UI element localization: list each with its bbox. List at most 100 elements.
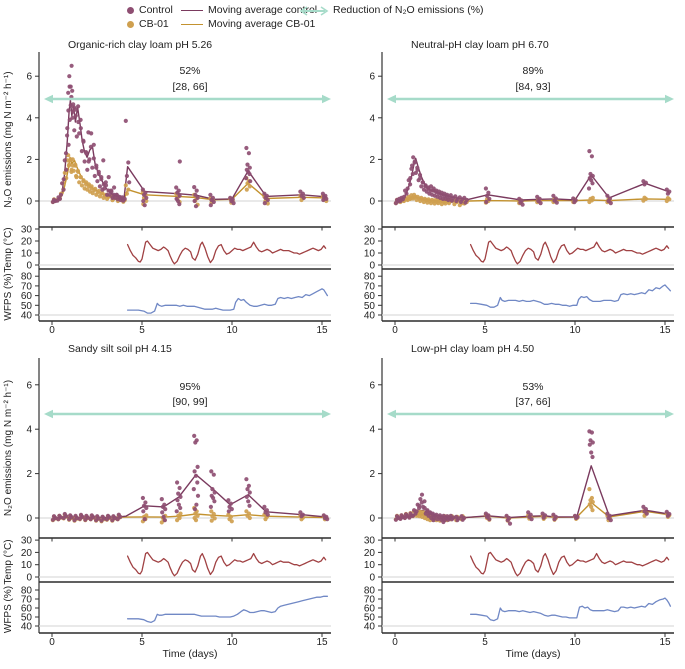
reduction-arrow bbox=[44, 94, 331, 104]
wfps-tick-label: 80 bbox=[21, 586, 33, 597]
temp-tick-label: 10 bbox=[21, 249, 33, 260]
temp-tick-label: 0 bbox=[26, 573, 32, 584]
x-tick-label: 0 bbox=[392, 637, 398, 648]
reduction-percent: 53% bbox=[522, 381, 543, 393]
wfps-tick-label: 50 bbox=[364, 613, 376, 624]
x-tick-label: 10 bbox=[569, 637, 581, 648]
wfps-tick-label: 80 bbox=[364, 586, 376, 597]
reduction-percent: 89% bbox=[522, 65, 543, 77]
x-tick-label: 5 bbox=[139, 325, 145, 336]
wfps-tick-label: 40 bbox=[364, 311, 376, 322]
n2o-tick-label: 4 bbox=[369, 113, 375, 124]
n2o-tick-label: 0 bbox=[369, 197, 375, 208]
n2o-tick-label: 0 bbox=[369, 514, 375, 525]
reduction-arrow bbox=[387, 94, 674, 104]
wfps-tick-label: 60 bbox=[364, 291, 376, 302]
n2o-axis-title: N₂O emissions (mg N m⁻² h⁻¹) bbox=[3, 380, 14, 516]
temp-tick-label: 20 bbox=[21, 237, 33, 248]
x-tick-label: 15 bbox=[659, 637, 671, 648]
reduction-percent: 52% bbox=[179, 65, 200, 77]
control-dot-icon bbox=[127, 7, 134, 14]
n2o-tick-label: 4 bbox=[26, 113, 32, 124]
x-axis-title: Time (days) bbox=[505, 648, 560, 660]
temp-tick-label: 30 bbox=[21, 225, 33, 236]
temp-line bbox=[469, 551, 670, 577]
ma-cb01-line-icon bbox=[181, 24, 203, 25]
wfps-line bbox=[126, 595, 329, 624]
temp-tick-label: 0 bbox=[369, 261, 375, 272]
control-points bbox=[393, 429, 672, 526]
panel-neutral-ph-clay-loam: Neutral-pH clay loam pH 6.70 89% [84, 93] 0… bbox=[364, 39, 674, 336]
wfps-tick-label: 70 bbox=[364, 281, 376, 292]
wfps-tick-label: 60 bbox=[21, 291, 33, 302]
reduction-ci: [90, 99] bbox=[172, 396, 207, 408]
panel-title: Neutral-pH clay loam pH 6.70 bbox=[411, 39, 549, 51]
reduction-ci: [37, 66] bbox=[515, 396, 550, 408]
reduction-arrow bbox=[44, 409, 331, 419]
wfps-tick-label: 70 bbox=[21, 281, 33, 292]
wfps-tick-label: 50 bbox=[21, 613, 33, 624]
reduction-ci: [28, 66] bbox=[172, 81, 207, 93]
n2o-tick-label: 6 bbox=[369, 380, 375, 391]
ma-control-line bbox=[396, 465, 670, 519]
legend-label-ma-control: Moving average control bbox=[208, 4, 318, 16]
ma-control-line bbox=[53, 99, 327, 202]
ma-control-line-icon bbox=[181, 10, 203, 11]
reduction-arrow-icon bbox=[299, 6, 329, 16]
wfps-tick-label: 80 bbox=[21, 272, 33, 283]
temp-tick-label: 20 bbox=[364, 548, 376, 559]
temp-axis-title: Temp (°C) bbox=[3, 539, 14, 584]
cb01-dot-icon bbox=[127, 21, 134, 28]
wfps-tick-label: 40 bbox=[21, 311, 33, 322]
temp-tick-label: 30 bbox=[21, 536, 33, 547]
x-tick-label: 10 bbox=[226, 325, 238, 336]
panel-title: Low-pH clay loam pH 4.50 bbox=[411, 343, 534, 355]
reduction-percent: 95% bbox=[179, 381, 200, 393]
control-points bbox=[50, 433, 330, 523]
temp-tick-label: 0 bbox=[26, 261, 32, 272]
temp-tick-label: 30 bbox=[364, 536, 376, 547]
legend-label-ma-cb01: Moving average CB-01 bbox=[208, 18, 316, 30]
x-axis-title: Time (days) bbox=[162, 648, 217, 660]
cb01-points bbox=[50, 153, 329, 207]
reduction-ci: [84, 93] bbox=[515, 81, 550, 93]
n2o-tick-label: 6 bbox=[369, 72, 375, 83]
wfps-axis-title: WFPS (%) bbox=[3, 586, 14, 633]
temp-tick-label: 10 bbox=[21, 560, 33, 571]
x-tick-label: 5 bbox=[482, 325, 488, 336]
wfps-tick-label: 70 bbox=[21, 595, 33, 606]
temp-tick-label: 20 bbox=[364, 237, 376, 248]
ma-control-line bbox=[54, 473, 327, 519]
legend-label-cb01: CB-01 bbox=[139, 18, 169, 30]
n2o-tick-label: 4 bbox=[369, 425, 375, 436]
panel-organic-rich-clay-loam: Organic-rich clay loam pH 5.26 52% [28, 66… bbox=[3, 39, 331, 336]
temp-tick-label: 10 bbox=[364, 249, 376, 260]
temp-line bbox=[469, 240, 670, 265]
wfps-tick-label: 80 bbox=[364, 272, 376, 283]
wfps-tick-label: 70 bbox=[364, 595, 376, 606]
panel-title: Organic-rich clay loam pH 5.26 bbox=[68, 39, 212, 51]
n2o-tick-label: 6 bbox=[26, 72, 32, 83]
temp-line bbox=[126, 551, 327, 577]
temp-axis-title: Temp (°C) bbox=[3, 227, 14, 272]
control-points bbox=[393, 149, 672, 207]
wfps-tick-label: 40 bbox=[21, 622, 33, 633]
reduction-arrow bbox=[387, 409, 674, 419]
x-tick-label: 15 bbox=[659, 325, 671, 336]
x-tick-label: 5 bbox=[139, 637, 145, 648]
wfps-tick-label: 40 bbox=[364, 622, 376, 633]
legend-label-control: Control bbox=[139, 4, 173, 16]
panel-title: Sandy silt soil pH 4.15 bbox=[68, 343, 172, 355]
temp-tick-label: 20 bbox=[21, 548, 33, 559]
temp-tick-label: 30 bbox=[364, 225, 376, 236]
x-tick-label: 0 bbox=[392, 325, 398, 336]
wfps-tick-label: 50 bbox=[21, 301, 33, 312]
legend-label-reduction: Reduction of N₂O emissions (%) bbox=[333, 4, 484, 16]
x-tick-label: 15 bbox=[316, 637, 328, 648]
wfps-line bbox=[126, 288, 329, 314]
n2o-tick-label: 2 bbox=[369, 155, 375, 166]
n2o-tick-label: 2 bbox=[369, 469, 375, 480]
x-tick-label: 10 bbox=[226, 637, 238, 648]
